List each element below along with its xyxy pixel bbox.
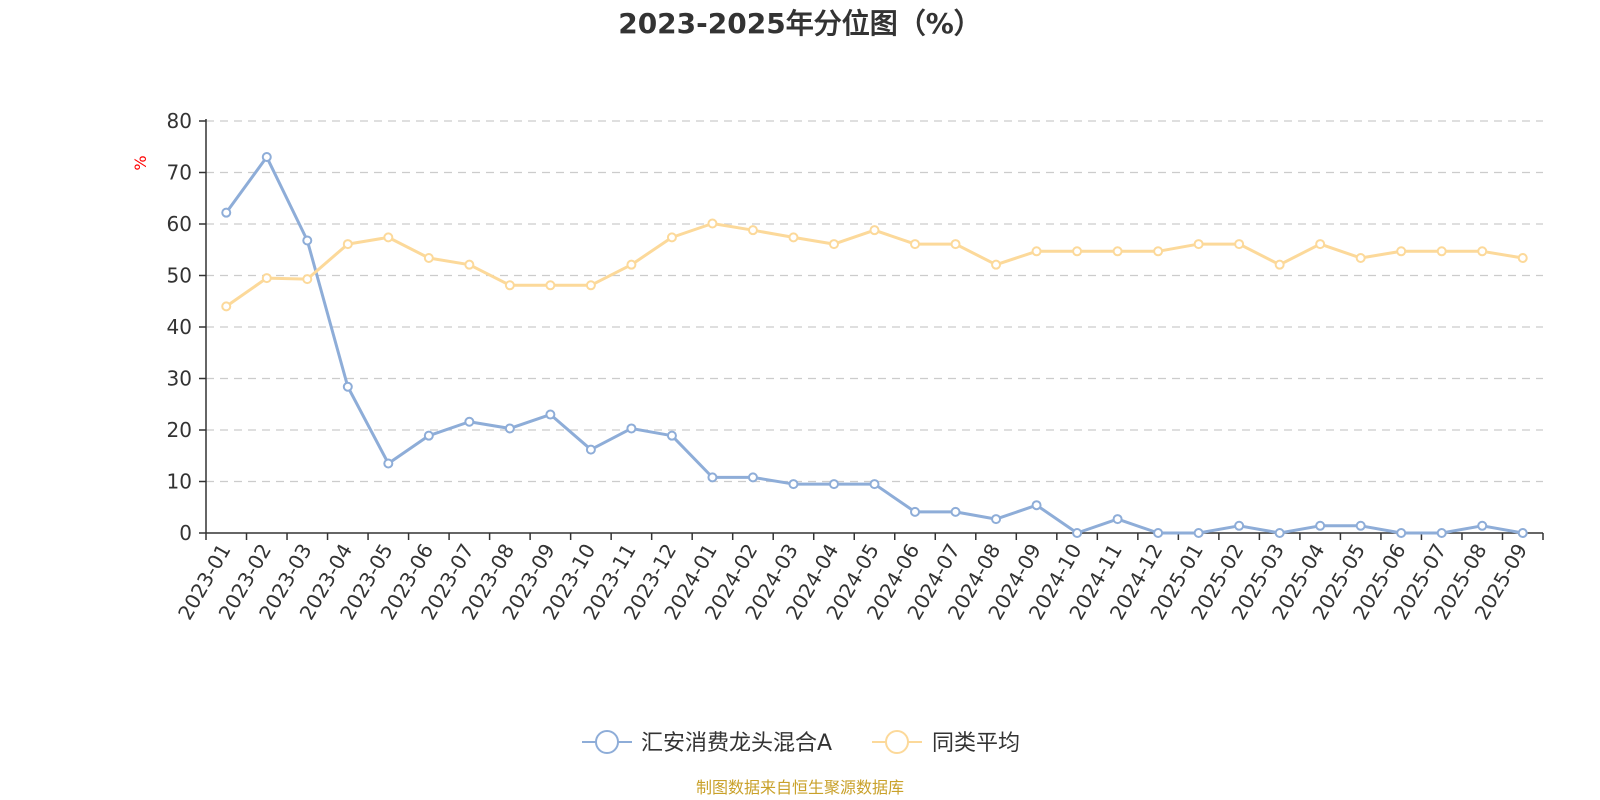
data-point-b	[504, 280, 515, 291]
data-point-b	[464, 259, 475, 270]
y-axis-tick-label: 10	[167, 470, 192, 494]
data-point-b	[1477, 246, 1488, 257]
data-point-a	[1234, 520, 1245, 531]
data-point-a	[666, 430, 677, 441]
legend-swatch-marker-a	[595, 730, 619, 754]
data-point-b	[666, 232, 677, 243]
data-point-b	[221, 301, 232, 312]
grid-lines	[206, 120, 1543, 483]
data-point-b	[626, 259, 637, 270]
data-point-a	[504, 423, 515, 434]
data-point-a	[585, 444, 596, 455]
data-point-a	[1436, 528, 1447, 538]
data-point-b	[1396, 246, 1407, 257]
data-point-b	[950, 239, 961, 250]
data-point-a	[342, 381, 353, 392]
data-point-a	[464, 416, 475, 427]
data-point-b	[383, 232, 394, 243]
data-point-a	[1477, 520, 1488, 531]
data-point-a	[383, 458, 394, 469]
data-point-a	[1153, 528, 1164, 538]
series-line-a	[225, 155, 1524, 535]
data-point-b	[1517, 252, 1528, 263]
data-point-b	[1112, 246, 1123, 257]
data-point-a	[788, 479, 799, 490]
data-point-a	[423, 430, 434, 441]
data-point-a	[1031, 500, 1042, 511]
data-point-b	[828, 239, 839, 250]
data-point-b	[869, 225, 880, 236]
data-point-a	[707, 472, 718, 483]
data-point-a	[828, 479, 839, 490]
axes: 010203040506070802023-012023-022023-0320…	[167, 109, 1544, 624]
data-point-a	[626, 423, 637, 434]
series-lines	[221, 152, 1528, 538]
legend-swatch-marker-b	[885, 730, 909, 754]
legend-label-series-b: 同类平均	[932, 731, 1020, 756]
data-point-a	[950, 506, 961, 517]
data-point-b	[707, 218, 718, 229]
data-point-b	[1274, 259, 1285, 270]
data-point-a	[545, 409, 556, 420]
data-point-b	[545, 280, 556, 291]
data-point-b	[1072, 246, 1083, 257]
data-point-a	[747, 472, 758, 483]
y-axis-tick-label: 70	[167, 161, 192, 185]
data-point-b	[910, 239, 921, 250]
data-point-a	[1315, 520, 1326, 531]
legend-item-series-b[interactable]: 同类平均	[872, 730, 1020, 756]
legend: 汇安消费龙头混合A 同类平均	[582, 730, 1020, 756]
y-axis-unit-label: %	[131, 155, 150, 170]
data-point-a	[1274, 528, 1285, 538]
data-point-b	[1234, 239, 1245, 250]
data-point-b	[342, 239, 353, 250]
data-point-b	[1031, 246, 1042, 257]
chart-title: 2023-2025年分位图（%）	[618, 7, 982, 40]
data-point-b	[788, 232, 799, 243]
y-axis-tick-label: 80	[167, 109, 192, 133]
data-point-a	[302, 235, 313, 246]
data-point-a	[869, 479, 880, 490]
data-point-a	[1517, 528, 1528, 538]
legend-label-series-a: 汇安消费龙头混合A	[641, 731, 832, 756]
data-point-b	[1153, 246, 1164, 257]
data-point-b	[1436, 246, 1447, 257]
data-point-b	[1355, 252, 1366, 263]
data-point-b	[423, 252, 434, 263]
y-axis-tick-label: 40	[167, 315, 192, 339]
data-point-b	[1193, 239, 1204, 250]
y-axis-tick-label: 60	[167, 212, 192, 236]
data-point-b	[1315, 239, 1326, 250]
data-point-a	[1355, 520, 1366, 531]
data-point-b	[747, 225, 758, 236]
data-point-b	[585, 280, 596, 291]
data-point-b	[991, 259, 1002, 270]
y-axis-tick-label: 50	[167, 264, 192, 288]
data-point-a	[1072, 528, 1083, 538]
data-point-a	[1193, 528, 1204, 538]
data-point-a	[910, 506, 921, 517]
data-point-a	[261, 152, 272, 163]
data-point-a	[1112, 514, 1123, 525]
legend-item-series-a[interactable]: 汇安消费龙头混合A	[582, 730, 832, 756]
y-axis-tick-label: 20	[167, 418, 192, 442]
data-point-a	[221, 207, 232, 218]
data-point-a	[991, 514, 1002, 525]
data-point-a	[1396, 528, 1407, 538]
series-line-b	[225, 221, 1523, 308]
data-point-b	[302, 274, 313, 285]
y-axis-tick-label: 0	[179, 521, 192, 545]
y-axis-tick-label: 30	[167, 367, 192, 391]
data-source-note: 制图数据来自恒生聚源数据库	[696, 778, 904, 797]
data-point-b	[261, 273, 272, 284]
